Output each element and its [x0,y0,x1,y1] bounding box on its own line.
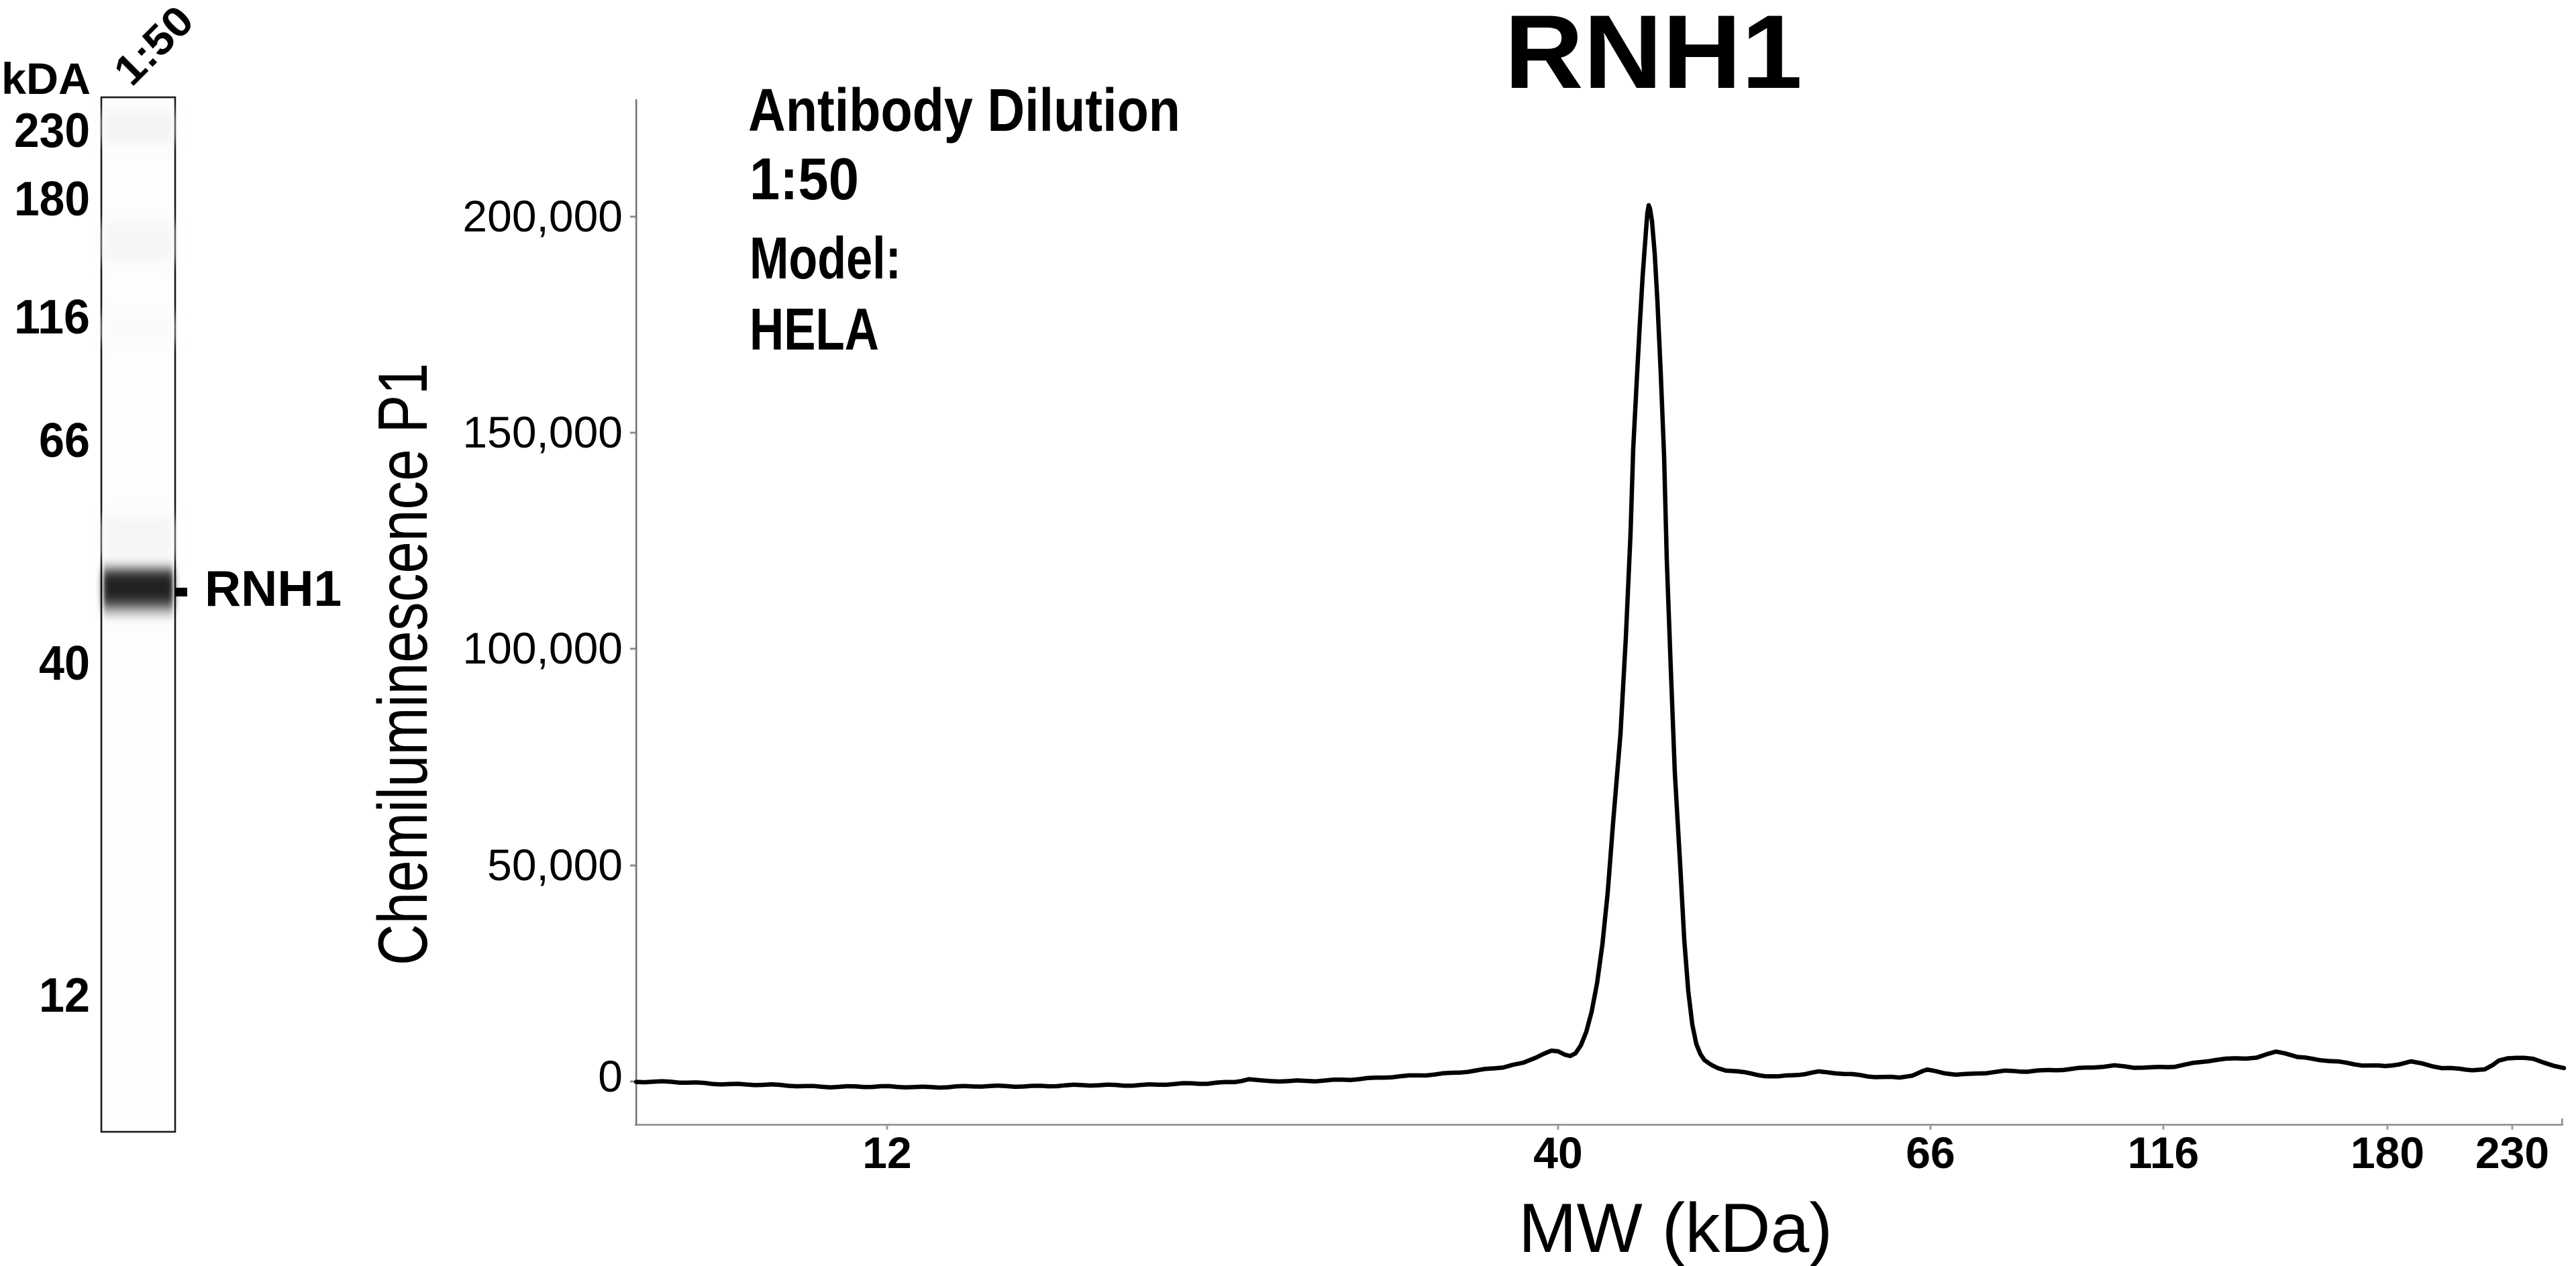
svg-text:0: 0 [598,1051,623,1101]
svg-text:66: 66 [1906,1128,1955,1177]
svg-text:RNH1: RNH1 [1504,0,1802,111]
svg-text:200,000: 200,000 [462,191,623,241]
svg-text:180: 180 [2351,1128,2424,1177]
svg-text:Model:: Model: [750,225,901,291]
svg-text:Chemiluminescence P1: Chemiluminescence P1 [364,363,442,965]
svg-text:50,000: 50,000 [487,840,623,890]
svg-text:kDA: kDA [1,54,91,103]
svg-text:40: 40 [39,637,90,690]
svg-text:HELA: HELA [750,296,879,362]
svg-text:180: 180 [14,172,90,226]
svg-text:12: 12 [39,969,90,1022]
svg-text:116: 116 [14,291,90,344]
svg-text:40: 40 [1533,1128,1582,1177]
svg-text:230: 230 [14,104,90,158]
svg-text:116: 116 [2128,1128,2199,1177]
svg-text:MW (kDa): MW (kDa) [1518,1190,1833,1266]
svg-text:66: 66 [39,414,90,468]
svg-text:Antibody Dilution: Antibody Dilution [748,77,1180,144]
svg-text:100,000: 100,000 [462,623,623,673]
svg-text:12: 12 [862,1128,911,1177]
svg-text:RNH1: RNH1 [205,560,342,617]
svg-text:150,000: 150,000 [462,407,623,457]
svg-text:230: 230 [2475,1128,2549,1177]
svg-text:1:50: 1:50 [750,146,859,212]
